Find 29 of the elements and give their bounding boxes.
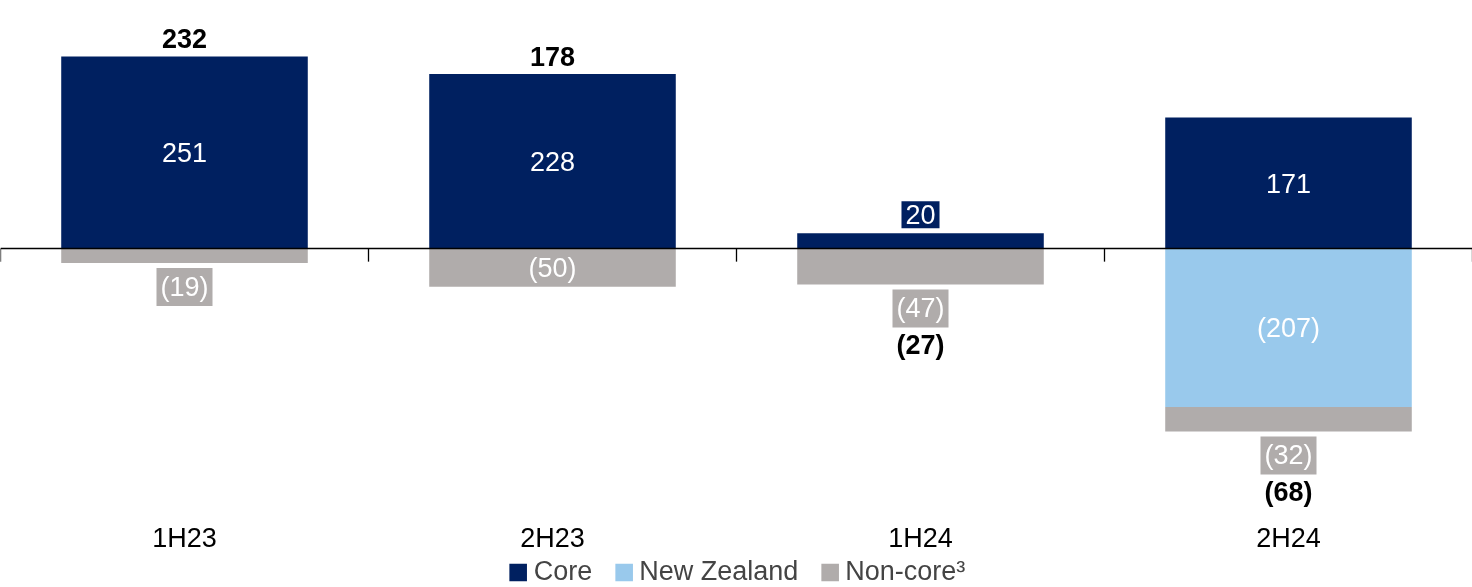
total-label: (68)	[1264, 477, 1313, 508]
bar	[61, 56, 308, 249]
data-label: (207)	[1256, 312, 1321, 343]
bar	[797, 233, 1044, 249]
data-label: (50)	[528, 252, 577, 283]
data-label: 20	[905, 200, 936, 231]
bar	[1165, 117, 1412, 249]
data-label: 228	[529, 146, 576, 177]
data-label: (47)	[896, 293, 945, 324]
bar	[1165, 248, 1412, 407]
bar	[1165, 406, 1412, 432]
x-tick-label: 1H24	[888, 523, 953, 554]
bar	[797, 248, 1044, 285]
data-label: (19)	[160, 272, 209, 303]
total-label: 232	[161, 24, 208, 55]
data-label: 251	[161, 137, 208, 168]
total-label: 178	[529, 41, 576, 72]
x-tick-label: 1H23	[152, 523, 217, 554]
x-tick-label: 2H24	[1256, 523, 1321, 554]
total-label: (27)	[896, 330, 945, 361]
bar	[429, 248, 676, 287]
data-label: 171	[1265, 168, 1312, 199]
x-tick-label: 2H23	[520, 523, 585, 554]
legend-label: Core	[533, 556, 593, 587]
legend-label: Non-core³	[845, 556, 966, 587]
bar	[61, 248, 308, 264]
legend-label: New Zealand	[639, 556, 799, 587]
data-label: (32)	[1264, 440, 1313, 471]
bar	[429, 73, 676, 249]
